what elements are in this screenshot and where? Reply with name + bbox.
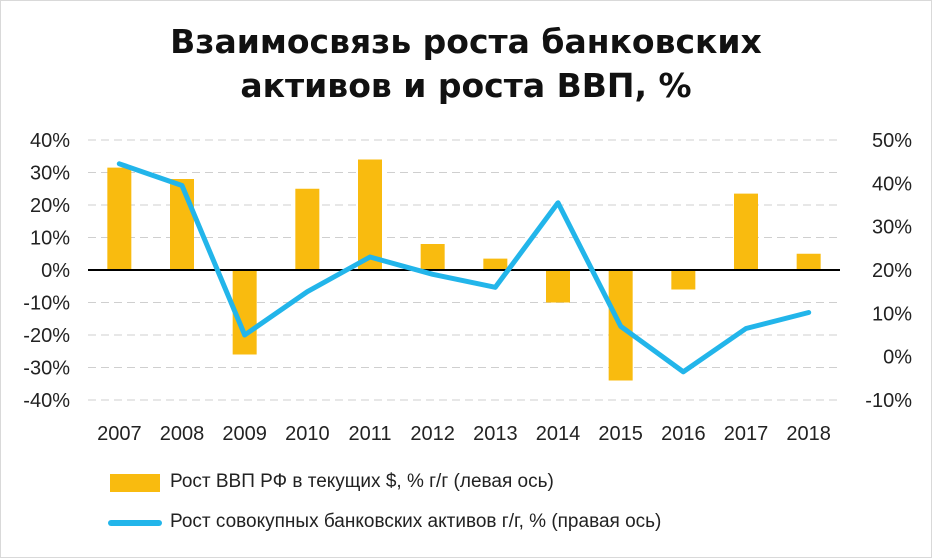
right-tick-label: -10% — [865, 390, 912, 412]
x-tick-label: 2010 — [285, 423, 330, 445]
left-tick-label: -10% — [23, 293, 70, 315]
x-tick-label: 2009 — [222, 423, 267, 445]
left-tick-label: -20% — [23, 325, 70, 347]
bar — [420, 244, 445, 270]
legend-line-swatch — [108, 520, 162, 526]
left-tick-label: 20% — [30, 195, 70, 217]
chart-title-line-1: Взаимосвязь роста банковских — [170, 22, 762, 61]
bar — [358, 159, 382, 270]
x-tick-label: 2014 — [536, 423, 581, 445]
legend-bar-swatch — [110, 474, 160, 492]
right-tick-label: 0% — [883, 347, 912, 369]
chart-title-line-2: активов и роста ВВП, % — [240, 66, 692, 105]
bar — [170, 179, 194, 270]
asset-growth-line — [116, 161, 812, 375]
right-tick-label: 30% — [872, 217, 912, 239]
x-tick-label: 2015 — [598, 423, 643, 445]
x-tick-label: 2016 — [661, 423, 706, 445]
bar — [483, 258, 508, 270]
bar — [546, 270, 570, 303]
right-tick-label: 40% — [872, 173, 912, 195]
left-tick-label: 40% — [30, 130, 70, 152]
bar — [107, 167, 132, 270]
bar — [671, 270, 696, 290]
x-tick-label: 2007 — [97, 423, 142, 445]
right-tick-label: 20% — [872, 260, 912, 282]
x-tick-label: 2011 — [348, 423, 391, 445]
right-tick-label: 10% — [872, 303, 912, 325]
x-tick-label: 2012 — [410, 423, 455, 445]
left-tick-label: -40% — [23, 390, 70, 412]
x-tick-label: 2013 — [473, 423, 518, 445]
right-tick-label: 50% — [872, 130, 912, 152]
x-tick-label: 2017 — [724, 423, 769, 445]
left-tick-label: -30% — [23, 358, 70, 380]
left-tick-label: 0% — [41, 260, 70, 282]
left-tick-label: 10% — [30, 228, 70, 250]
legend-line-label: Рост совокупных банковских активов г/г, … — [170, 511, 662, 532]
bar — [796, 253, 821, 270]
legend-bar-label: Рост ВВП РФ в текущих $, % г/г (левая ос… — [170, 471, 554, 492]
bar — [295, 188, 320, 270]
left-tick-label: 30% — [30, 163, 70, 185]
x-tick-label: 2008 — [160, 423, 205, 445]
bar — [734, 193, 758, 270]
x-tick-label: 2018 — [786, 423, 831, 445]
